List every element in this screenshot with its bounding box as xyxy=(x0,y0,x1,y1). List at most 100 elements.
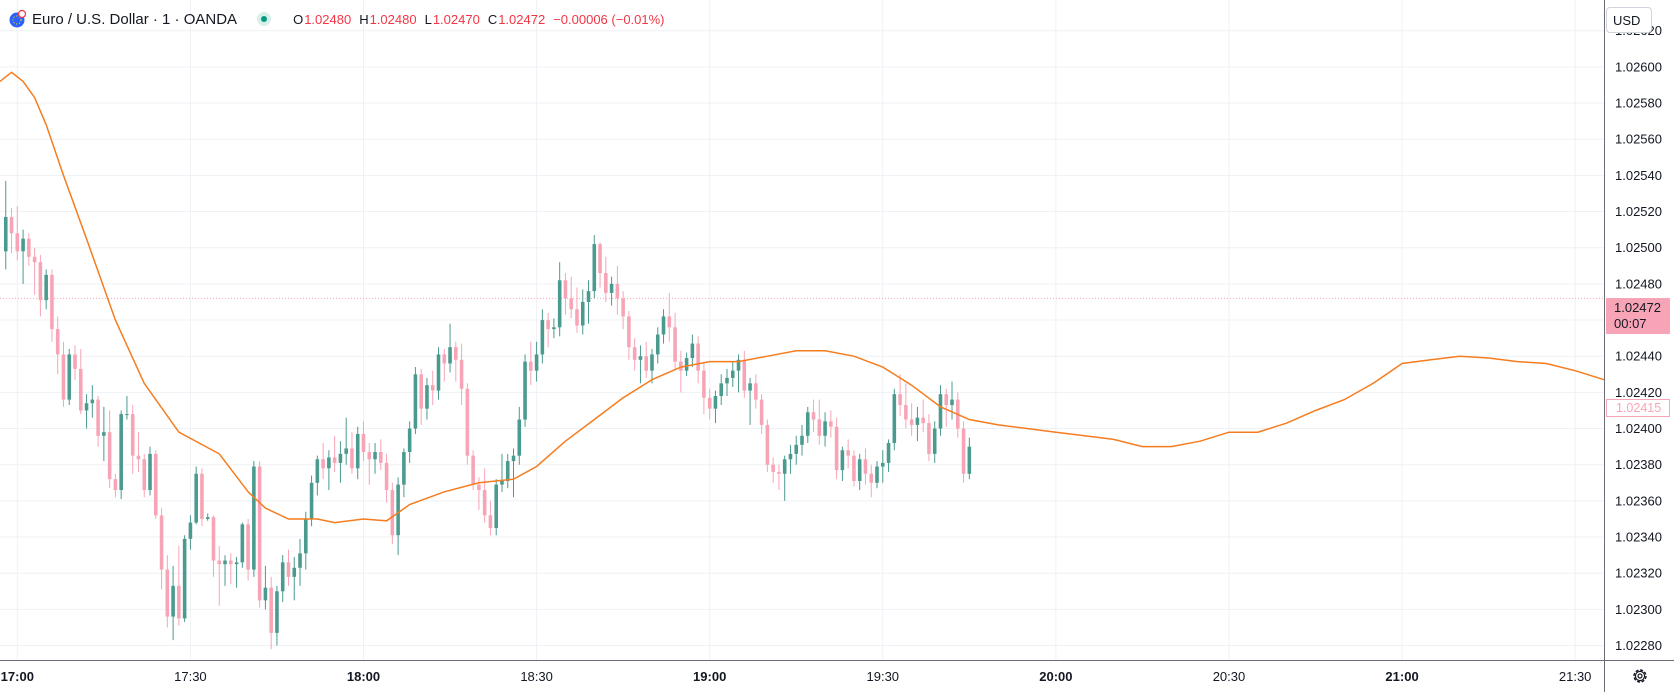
candle-body xyxy=(707,397,712,409)
candle-body xyxy=(932,428,937,454)
candle-body xyxy=(84,403,89,411)
candle-body xyxy=(234,562,239,565)
candle-body xyxy=(73,354,77,369)
candle-body xyxy=(425,385,429,409)
candle-body xyxy=(904,405,908,420)
x-tick-label: 20:30 xyxy=(1213,669,1246,684)
candle-body xyxy=(142,459,147,491)
candle-body xyxy=(32,256,37,263)
candle-body xyxy=(736,359,741,371)
last-price-value: 1.02472 xyxy=(1614,300,1661,315)
x-tick-label: 19:00 xyxy=(693,669,726,684)
candle-body xyxy=(927,423,931,454)
candle-body xyxy=(454,347,458,360)
candle-body xyxy=(552,327,556,330)
candle-body xyxy=(909,419,914,425)
candle-body xyxy=(223,560,227,565)
ma-price-tag: 1.02415 xyxy=(1606,399,1670,417)
symbol-title[interactable]: Euro / U.S. Dollar · 1 · OANDA xyxy=(32,10,238,28)
candle-body xyxy=(55,329,60,355)
candle-body xyxy=(650,354,654,371)
candle-body xyxy=(505,461,510,481)
candle-body xyxy=(205,517,210,519)
candle-body xyxy=(9,216,14,234)
y-tick-label: 1.02560 xyxy=(1615,132,1662,147)
x-tick-label: 18:00 xyxy=(347,669,380,684)
candle-body xyxy=(355,433,360,469)
candle-body xyxy=(886,443,891,463)
candle-body xyxy=(759,399,764,425)
candle-body xyxy=(921,417,925,424)
candle-body xyxy=(246,524,250,570)
candle-body xyxy=(702,370,706,398)
settings-gear-icon[interactable] xyxy=(1630,666,1650,686)
candle-body xyxy=(263,587,268,601)
candle-body xyxy=(61,354,66,400)
change-value: −0.00006 (−0.01%) xyxy=(553,11,665,27)
y-tick-label: 1.02300 xyxy=(1615,602,1662,617)
candle-body xyxy=(136,455,141,460)
x-tick-label: 18:30 xyxy=(520,669,553,684)
candle-body xyxy=(148,453,152,491)
candle-body xyxy=(730,370,735,378)
currency-button[interactable]: USD xyxy=(1606,7,1652,33)
candle-body xyxy=(540,320,545,355)
x-tick-label: 17:30 xyxy=(174,669,207,684)
candle-body xyxy=(217,560,222,565)
low-label: L xyxy=(424,11,432,27)
high-label: H xyxy=(359,11,369,27)
candle-body xyxy=(390,490,395,536)
candle-body xyxy=(523,361,527,420)
candle-body xyxy=(67,354,72,400)
candle-body xyxy=(777,471,781,474)
candle-body xyxy=(817,419,822,436)
candle-body xyxy=(292,567,297,577)
x-tick-label: 17:00 xyxy=(1,669,34,684)
x-tick-label: 19:30 xyxy=(867,669,900,684)
low-value: 1.02470 xyxy=(432,11,480,27)
candle-body xyxy=(892,394,897,444)
candle-body xyxy=(344,448,348,454)
x-tick-label: 20:00 xyxy=(1039,669,1072,684)
candle-body xyxy=(517,419,522,456)
candle-body xyxy=(713,396,718,409)
candle-body xyxy=(575,309,579,326)
candle-body xyxy=(967,446,972,474)
price-axis-panel xyxy=(1604,0,1674,692)
candle-body xyxy=(771,464,775,472)
candle-body xyxy=(309,482,314,519)
candle-body xyxy=(644,356,649,371)
candle-body xyxy=(252,466,256,570)
candle-body xyxy=(529,361,533,371)
candle-body xyxy=(719,383,724,396)
candle-body xyxy=(690,343,695,359)
candle-body xyxy=(696,343,700,371)
candle-body xyxy=(177,585,181,619)
candle-body xyxy=(667,316,672,328)
candle-body xyxy=(280,562,285,592)
candle-body xyxy=(794,444,799,454)
candle-body xyxy=(500,480,504,485)
market-status-icon[interactable] xyxy=(257,12,272,26)
candle-body xyxy=(373,452,377,460)
candle-body xyxy=(442,354,447,364)
candle-body xyxy=(44,274,48,301)
candle-body xyxy=(384,462,389,491)
candle-body xyxy=(482,490,487,516)
candle-body xyxy=(171,585,175,617)
y-tick-label: 1.02600 xyxy=(1615,59,1662,74)
candle-body xyxy=(684,358,689,371)
candle-body xyxy=(511,455,516,462)
candle-body xyxy=(621,298,625,317)
candle-body xyxy=(459,359,464,389)
candle-body xyxy=(569,298,573,310)
candle-body xyxy=(846,450,850,456)
candle-body xyxy=(944,394,949,406)
y-tick-label: 1.02500 xyxy=(1615,240,1662,255)
candle-body xyxy=(304,518,308,554)
candle-body xyxy=(50,274,54,330)
y-tick-label: 1.02400 xyxy=(1615,421,1662,436)
y-tick-label: 1.02520 xyxy=(1615,204,1662,219)
candle-body xyxy=(811,412,816,420)
